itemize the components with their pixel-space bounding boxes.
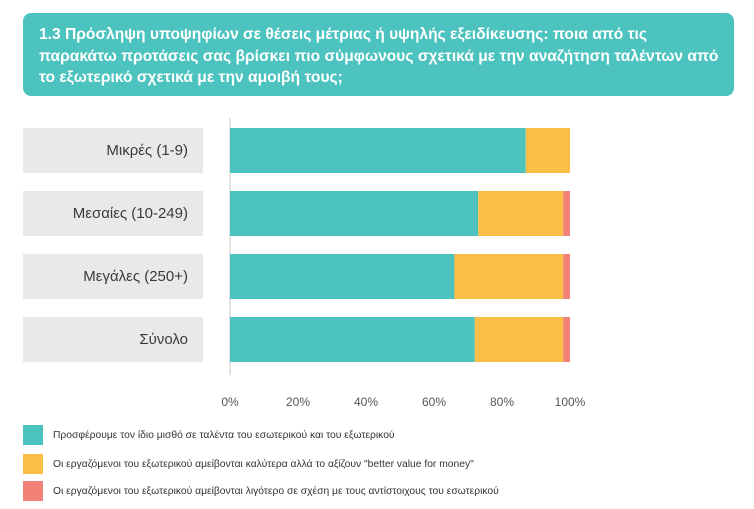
legend-swatch-teal — [23, 425, 43, 445]
chart-title: 1.3 Πρόσληψη υποψηφίων σε θέσεις μέτριας… — [23, 13, 734, 96]
x-tick-label: 100% — [555, 395, 586, 409]
x-tick-label: 40% — [354, 395, 378, 409]
x-tick-label: 20% — [286, 395, 310, 409]
category-label-large: Μεγάλες (250+) — [23, 254, 203, 299]
legend-swatch-yellow — [23, 454, 43, 474]
legend-item-same-salary: Προσφέρουμε τον ίδιο μισθό σε ταλέντα το… — [23, 425, 395, 445]
x-tick-label: 80% — [490, 395, 514, 409]
bar-segment-2-series-2 — [478, 191, 564, 236]
bar-segment-4-series-3 — [563, 317, 570, 362]
bar-segment-2-series-1 — [230, 191, 479, 236]
bar-segment-3-series-2 — [454, 254, 564, 299]
category-label-total: Σύνολο — [23, 317, 203, 362]
legend-swatch-red — [23, 481, 43, 501]
legend-label: Οι εργαζόμενοι του εξωτερικού αμείβονται… — [53, 485, 499, 497]
bar-segment-4-series-1 — [230, 317, 475, 362]
legend-item-paid-less: Οι εργαζόμενοι του εξωτερικού αμείβονται… — [23, 481, 499, 501]
legend-label: Οι εργαζόμενοι του εξωτερικού αμείβονται… — [53, 458, 474, 470]
bar-segment-3-series-1 — [230, 254, 455, 299]
bar-segment-2-series-3 — [563, 191, 570, 236]
legend-label: Προσφέρουμε τον ίδιο μισθό σε ταλέντα το… — [53, 429, 395, 441]
bar-segment-3-series-3 — [563, 254, 570, 299]
x-tick-label: 60% — [422, 395, 446, 409]
category-label-medium: Μεσαίες (10-249) — [23, 191, 203, 236]
legend-item-paid-more: Οι εργαζόμενοι του εξωτερικού αμείβονται… — [23, 454, 474, 474]
bar-segment-1-series-2 — [525, 128, 570, 173]
bar-segment-4-series-2 — [474, 317, 564, 362]
x-tick-label: 0% — [221, 395, 239, 409]
category-label-small: Μικρές (1-9) — [23, 128, 203, 173]
bar-segment-1-series-1 — [230, 128, 526, 173]
